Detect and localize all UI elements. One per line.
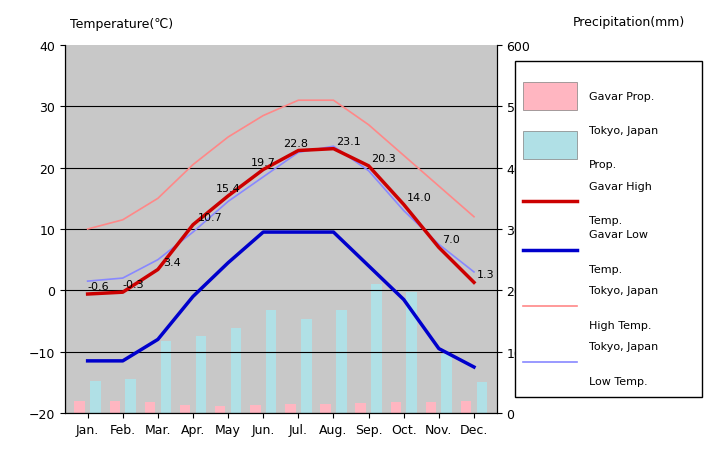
Text: Gavar High: Gavar High [589, 181, 652, 191]
Bar [161, 341, 171, 413]
Bar [390, 402, 401, 413]
Bar [145, 402, 156, 413]
Text: 10.7: 10.7 [198, 213, 223, 222]
Text: Temp.: Temp. [589, 264, 622, 274]
Text: 19.7: 19.7 [251, 157, 276, 167]
Text: Gavar Prop.: Gavar Prop. [589, 92, 654, 102]
Bar [406, 292, 417, 413]
Bar [320, 404, 331, 413]
Bar [90, 381, 101, 413]
Bar [356, 403, 366, 413]
Text: 15.4: 15.4 [216, 184, 240, 194]
Text: -0.6: -0.6 [88, 281, 109, 291]
FancyBboxPatch shape [515, 62, 702, 397]
Text: 1.3: 1.3 [477, 270, 495, 280]
Text: Tokyo, Japan: Tokyo, Japan [589, 125, 658, 135]
Bar [266, 310, 276, 413]
Bar [461, 401, 472, 413]
Bar [230, 329, 241, 413]
Bar [426, 402, 436, 413]
Text: 20.3: 20.3 [372, 154, 396, 163]
Text: 3.4: 3.4 [163, 257, 181, 267]
Bar [441, 354, 452, 413]
Text: Tokyo, Japan: Tokyo, Japan [589, 286, 658, 296]
Text: 7.0: 7.0 [441, 235, 459, 245]
Text: Temperature(℃): Temperature(℃) [70, 17, 174, 31]
Bar [196, 336, 206, 413]
Bar [523, 132, 577, 160]
Text: Tokyo, Japan: Tokyo, Japan [589, 341, 658, 352]
Bar [125, 379, 136, 413]
Text: Precipitation(mm): Precipitation(mm) [573, 17, 685, 29]
Bar [250, 405, 261, 413]
Bar [336, 310, 346, 413]
Text: 23.1: 23.1 [336, 136, 361, 146]
Bar [301, 319, 312, 413]
Bar [109, 401, 120, 413]
Bar [523, 83, 577, 111]
Text: Prop.: Prop. [589, 160, 617, 170]
Text: Low Temp.: Low Temp. [589, 376, 647, 386]
Bar [74, 401, 85, 413]
Bar [180, 405, 190, 413]
Text: Temp.: Temp. [589, 216, 622, 225]
Text: -0.3: -0.3 [122, 280, 145, 290]
Text: Gavar Low: Gavar Low [589, 230, 648, 240]
Text: High Temp.: High Temp. [589, 320, 652, 330]
Bar [215, 406, 225, 413]
Bar [372, 285, 382, 413]
Text: 14.0: 14.0 [407, 192, 431, 202]
Text: 22.8: 22.8 [284, 138, 309, 148]
Bar [477, 382, 487, 413]
Bar [285, 404, 296, 413]
